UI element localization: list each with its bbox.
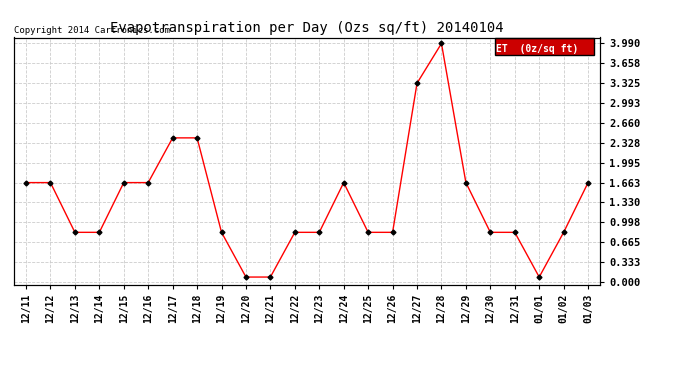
Title: Evapotranspiration per Day (Ozs sq/ft) 20140104: Evapotranspiration per Day (Ozs sq/ft) 2… [110,21,504,35]
Bar [495,38,594,55]
Text: ET  (0z/sq ft): ET (0z/sq ft) [497,44,579,54]
Text: Copyright 2014 Cartronics.com: Copyright 2014 Cartronics.com [14,26,170,35]
